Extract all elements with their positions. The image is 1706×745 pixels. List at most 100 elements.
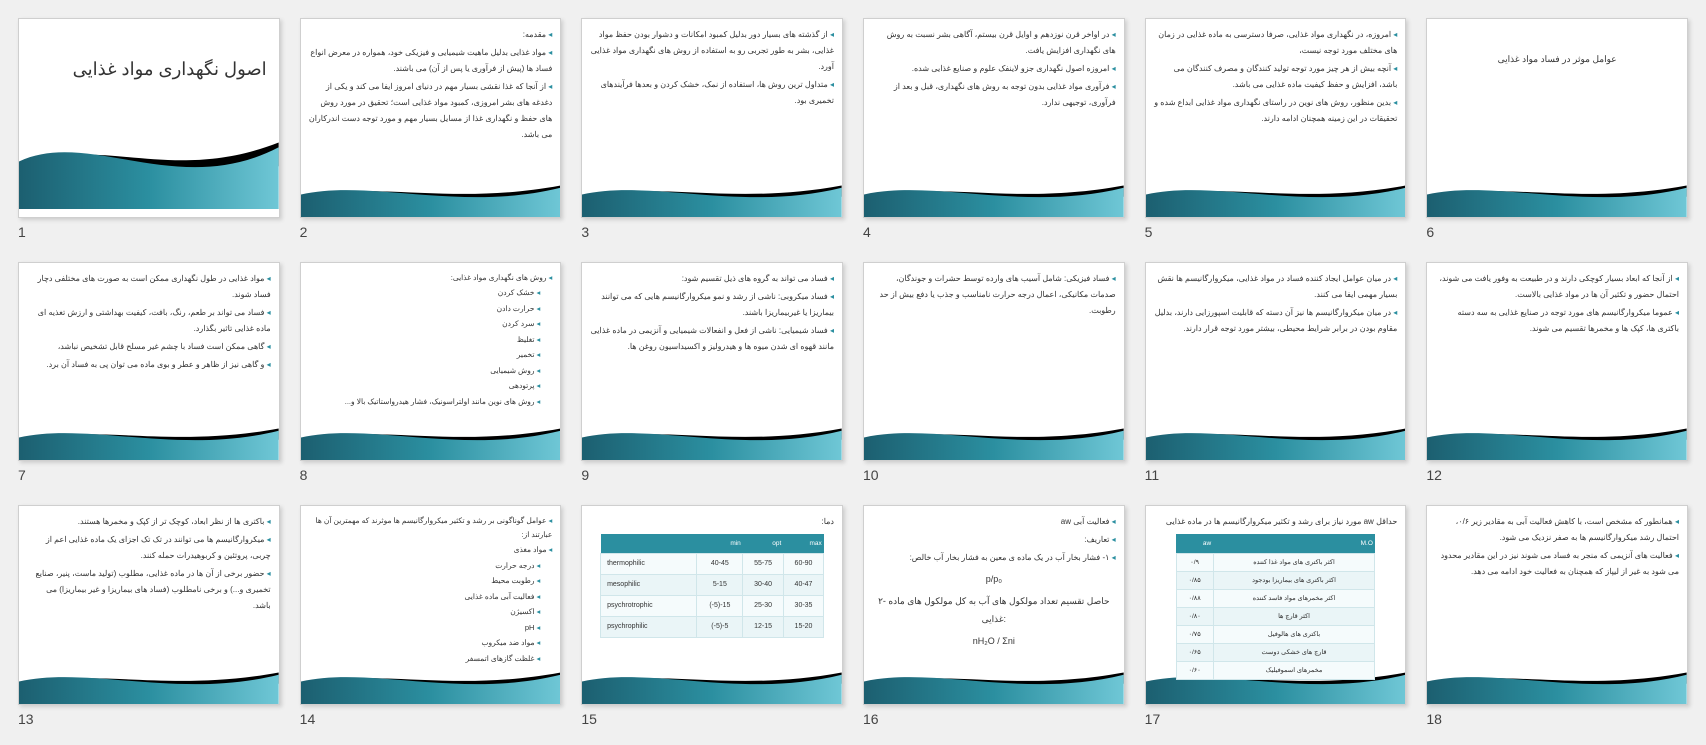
bullet-text: پرتودهی: [309, 379, 553, 393]
slide-cell[interactable]: از گذشته های بسیار دور بدلیل کمبود امکان…: [581, 18, 843, 240]
slide-decor: [19, 415, 279, 460]
bullet-text: از آنجا که غذا نقشی بسیار مهم در دنیای ا…: [309, 79, 553, 143]
slide-decor: [864, 415, 1124, 460]
slide-content: فساد می تواند به گروه های ذیل تقسیم شود:…: [590, 271, 834, 413]
slide-decor: [864, 659, 1124, 704]
slide-thumbnail[interactable]: فساد می تواند به گروه های ذیل تقسیم شود:…: [581, 262, 843, 462]
slide-cell[interactable]: فساد فیزیکی: شامل آسیب های وارده توسط حش…: [863, 262, 1125, 484]
bullet-text: ۱- فشار بخار آب در یک ماده ی معین به فشا…: [872, 550, 1116, 566]
slide-thumbnail[interactable]: مقدمه: مواد غذایی بدلیل ماهیت شیمیایی و ف…: [300, 18, 562, 218]
bullet-text: میکروارگانیسم ها می توانند در تک تک اجزا…: [27, 532, 271, 564]
slide-thumbnail[interactable]: حداقل aw مورد نیاز برای رشد و تکثیر میکر…: [1145, 505, 1407, 705]
bullet-text: آنچه بیش از هر چیز مورد توجه تولید کنندگ…: [1154, 61, 1398, 93]
slide-cell[interactable]: در میان عوامل ایجاد کننده فساد در مواد غ…: [1145, 262, 1407, 484]
slide-cell[interactable]: روش های نگهداری مواد غذایی:خشک کردنحرارت…: [300, 262, 562, 484]
bullet-text: تخمیر: [309, 348, 553, 362]
slide-number: 12: [1426, 467, 1688, 483]
slide-thumbnail[interactable]: مواد غذایی در طول نگهداری ممکن است به صو…: [18, 262, 280, 462]
slide-cell[interactable]: عوامل گوناگونی بر رشد و تکثیر میکروارگان…: [300, 505, 562, 727]
slide-content: از گذشته های بسیار دور بدلیل کمبود امکان…: [590, 27, 834, 169]
slide-decor: [582, 659, 842, 704]
bullet-text: از آنجا که ابعاد بسیار کوچکی دارند و در …: [1435, 271, 1679, 303]
bullet-text: مواد غذایی بدلیل ماهیت شیمیایی و فیزیکی …: [309, 45, 553, 77]
bullet-text: فساد شیمیایی: ناشی از فعل و انفعالات شیم…: [590, 323, 834, 355]
slide-decor: [19, 114, 279, 209]
slide-cell[interactable]: در اواخر قرن نوزدهم و اوایل قرن بیستم، آ…: [863, 18, 1125, 240]
temperature-table: minoptmaxthermophilic40-4555-7560-90meso…: [600, 534, 824, 638]
bullet-text: در اواخر قرن نوزدهم و اوایل قرن بیستم، آ…: [872, 27, 1116, 59]
slide-cell[interactable]: فساد می تواند به گروه های ذیل تقسیم شود:…: [581, 262, 843, 484]
bullet-text: و گاهی نیز از ظاهر و عطر و بوی ماده می ت…: [27, 357, 271, 373]
slide-decor: [1146, 172, 1406, 217]
slide-cell[interactable]: عوامل موثر در فساد مواد غذایی6: [1426, 18, 1688, 240]
slide-thumbnail[interactable]: در میان عوامل ایجاد کننده فساد در مواد غ…: [1145, 262, 1407, 462]
slide-cell[interactable]: مقدمه: مواد غذایی بدلیل ماهیت شیمیایی و ف…: [300, 18, 562, 240]
slide-cell[interactable]: فعالیت آبی awتعاریف:۱- فشار بخار آب در ی…: [863, 505, 1125, 727]
slide-content: باکتری ها از نظر ابعاد، کوچک تر از کپک و…: [27, 514, 271, 656]
slide-content: مواد غذایی در طول نگهداری ممکن است به صو…: [27, 271, 271, 413]
slide-decor: [582, 415, 842, 460]
slide-thumbnail[interactable]: روش های نگهداری مواد غذایی:خشک کردنحرارت…: [300, 262, 562, 462]
bullet-text: pH: [309, 621, 553, 635]
slide-thumbnail[interactable]: امروزه، در نگهداری مواد غذایی، صرفا دستر…: [1145, 18, 1407, 218]
slide-thumbnail[interactable]: عوامل گوناگونی بر رشد و تکثیر میکروارگان…: [300, 505, 562, 705]
slide-cell[interactable]: مواد غذایی در طول نگهداری ممکن است به صو…: [18, 262, 280, 484]
slide-decor: [1427, 172, 1687, 217]
bullet-text: رطوبت محیط: [309, 574, 553, 588]
bullet-text: در میان میکروارگانیسم ها نیز آن دسته که …: [1154, 305, 1398, 337]
slide-thumbnail[interactable]: دما:minoptmaxthermophilic40-4555-7560-90…: [581, 505, 843, 705]
slide-number: 14: [300, 711, 562, 727]
bullet-text: متداول ترین روش ها، استفاده از نمک، خشک …: [590, 77, 834, 109]
slide-thumbnail[interactable]: عوامل موثر در فساد مواد غذایی: [1426, 18, 1688, 218]
bullet-text: خشک کردن: [309, 286, 553, 300]
bullet-text: مقدمه:: [309, 27, 553, 43]
slide-content: حداقل aw مورد نیاز برای رشد و تکثیر میکر…: [1154, 514, 1398, 656]
slide-thumbnail[interactable]: باکتری ها از نظر ابعاد، کوچک تر از کپک و…: [18, 505, 280, 705]
slide-thumbnail[interactable]: از آنجا که ابعاد بسیار کوچکی دارند و در …: [1426, 262, 1688, 462]
slide-number: 4: [863, 224, 1125, 240]
slide-thumbnail[interactable]: فعالیت آبی awتعاریف:۱- فشار بخار آب در ی…: [863, 505, 1125, 705]
bullet-text: حضور برخی از آن ها در ماده غذایی، مطلوب …: [27, 566, 271, 614]
formula: ۲- حاصل تقسیم تعداد مولکول های آب به کل …: [872, 592, 1116, 628]
slide-number: 2: [300, 224, 562, 240]
slide-cell[interactable]: همانطور که مشخص است، با کاهش فعالیت آبی …: [1426, 505, 1688, 727]
bullet-text: مواد غذایی در طول نگهداری ممکن است به صو…: [27, 271, 271, 303]
slide-content: از آنجا که ابعاد بسیار کوچکی دارند و در …: [1435, 271, 1679, 413]
slide-content: دما:minoptmaxthermophilic40-4555-7560-90…: [590, 514, 834, 656]
slide-content: امروزه، در نگهداری مواد غذایی، صرفا دستر…: [1154, 27, 1398, 169]
slide-number: 18: [1426, 711, 1688, 727]
slide-cell[interactable]: دما:minoptmaxthermophilic40-4555-7560-90…: [581, 505, 843, 727]
bullet-text: فعالیت آبی aw: [872, 514, 1116, 530]
bullet-text: همانطور که مشخص است، با کاهش فعالیت آبی …: [1435, 514, 1679, 546]
slide-thumbnail[interactable]: همانطور که مشخص است، با کاهش فعالیت آبی …: [1426, 505, 1688, 705]
slide-thumbnail[interactable]: اصول نگهداری مواد غذایی: [18, 18, 280, 218]
slide-decor: [1427, 659, 1687, 704]
slide-decor: [864, 172, 1124, 217]
slide-thumbnail[interactable]: فساد فیزیکی: شامل آسیب های وارده توسط حش…: [863, 262, 1125, 462]
slide-number: 15: [581, 711, 843, 727]
slide-content: عوامل گوناگونی بر رشد و تکثیر میکروارگان…: [309, 514, 553, 656]
bullet-text: سرد کردن: [309, 317, 553, 331]
bullet-text: بدین منظور، روش های نوین در راستای نگهدا…: [1154, 95, 1398, 127]
slide-number: 9: [581, 467, 843, 483]
slide-cell[interactable]: از آنجا که ابعاد بسیار کوچکی دارند و در …: [1426, 262, 1688, 484]
slide-cell[interactable]: اصول نگهداری مواد غذایی1: [18, 18, 280, 240]
slide-cell[interactable]: باکتری ها از نظر ابعاد، کوچک تر از کپک و…: [18, 505, 280, 727]
bullet-text: امروزه اصول نگهداری جزو لاینفک علوم و صن…: [872, 61, 1116, 77]
slide-decor: [301, 172, 561, 217]
slide-cell[interactable]: امروزه، در نگهداری مواد غذایی، صرفا دستر…: [1145, 18, 1407, 240]
bullet-text: فعالیت های آنزیمی که منجر به فساد می شون…: [1435, 548, 1679, 580]
bullet-text: روش های نگهداری مواد غذایی:: [309, 271, 553, 285]
slide-number: 7: [18, 467, 280, 483]
slide-thumbnail[interactable]: از گذشته های بسیار دور بدلیل کمبود امکان…: [581, 18, 843, 218]
bullet-text: در میان عوامل ایجاد کننده فساد در مواد غ…: [1154, 271, 1398, 303]
slide-cell[interactable]: حداقل aw مورد نیاز برای رشد و تکثیر میکر…: [1145, 505, 1407, 727]
slide-thumbnail[interactable]: در اواخر قرن نوزدهم و اوایل قرن بیستم، آ…: [863, 18, 1125, 218]
bullet-text: فساد می تواند به گروه های ذیل تقسیم شود:: [590, 271, 834, 287]
slide-content: در میان عوامل ایجاد کننده فساد در مواد غ…: [1154, 271, 1398, 413]
slide-number: 5: [1145, 224, 1407, 240]
bullet-text: فساد می تواند بر طعم، رنگ، بافت، کیفیت ب…: [27, 305, 271, 337]
slide-content: در اواخر قرن نوزدهم و اوایل قرن بیستم، آ…: [872, 27, 1116, 169]
aw-table: M.Oawاکثر باکتری های مواد غذا کننده۰/۹اک…: [1176, 534, 1376, 680]
bullet-text: مواد ضد میکروب: [309, 636, 553, 650]
